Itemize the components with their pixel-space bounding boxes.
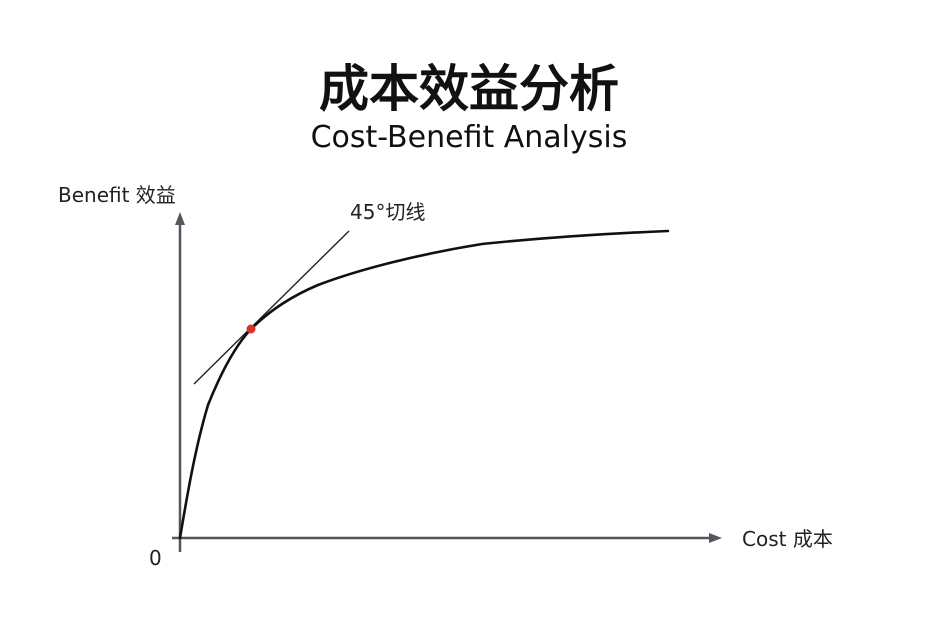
- x-axis-arrow: [709, 533, 722, 543]
- tangent-label: 45°切线: [350, 200, 426, 224]
- origin-label: 0: [149, 546, 162, 570]
- tangent-point: [246, 324, 256, 334]
- benefit-curve: [178, 229, 670, 540]
- y-axis-arrow: [175, 212, 185, 225]
- x-axis-label: Cost 成本: [742, 527, 833, 551]
- tangent-line: [193, 230, 350, 385]
- page-title: 成本效益分析: [319, 60, 619, 118]
- page-subtitle: Cost-Benefit Analysis: [310, 120, 628, 155]
- y-axis-label: Benefit 效益: [58, 183, 176, 207]
